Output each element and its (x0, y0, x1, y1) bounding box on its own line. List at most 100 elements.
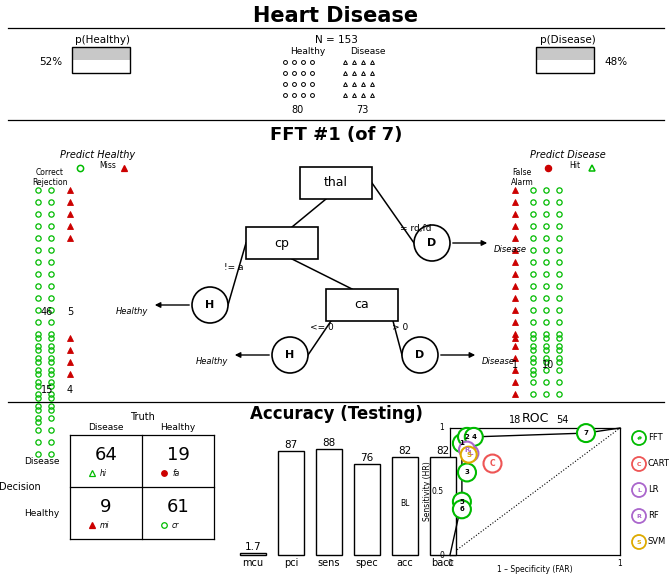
Circle shape (465, 428, 482, 446)
Text: LR: LR (648, 486, 659, 495)
Text: spec: spec (355, 558, 378, 568)
Circle shape (632, 457, 646, 471)
Text: 82: 82 (398, 446, 412, 456)
Text: 64: 64 (95, 446, 118, 464)
Text: 1: 1 (460, 440, 464, 446)
Text: #: # (636, 435, 642, 441)
Circle shape (632, 483, 646, 497)
Text: 0: 0 (448, 559, 452, 567)
Text: Truth: Truth (130, 412, 155, 422)
Text: mcu: mcu (243, 558, 263, 568)
Text: FFT: FFT (648, 434, 663, 442)
Bar (430, 457, 456, 555)
Text: Heart Disease: Heart Disease (253, 6, 419, 26)
Text: ca: ca (355, 298, 370, 312)
Text: Healthy: Healthy (116, 306, 148, 316)
Circle shape (458, 464, 476, 482)
Text: Predict Healthy: Predict Healthy (60, 150, 136, 160)
Bar (354, 464, 380, 555)
Text: 48%: 48% (604, 57, 627, 67)
Circle shape (453, 501, 471, 518)
Text: R: R (636, 513, 642, 518)
Text: fa: fa (172, 468, 179, 478)
Text: C: C (490, 459, 495, 468)
Text: FFT #1 (of 7): FFT #1 (of 7) (270, 126, 402, 144)
Text: 82: 82 (436, 446, 450, 456)
Text: 0.5: 0.5 (432, 487, 444, 496)
Text: 7: 7 (583, 430, 589, 436)
Text: Accuracy (Testing): Accuracy (Testing) (249, 405, 423, 423)
Text: <= 0: <= 0 (310, 324, 334, 332)
Circle shape (577, 424, 595, 442)
Text: 80: 80 (292, 105, 304, 115)
Text: 4: 4 (67, 385, 73, 395)
Text: 4: 4 (471, 434, 476, 440)
Circle shape (192, 287, 228, 323)
Text: 5: 5 (67, 307, 73, 317)
Text: C: C (637, 461, 641, 467)
Text: thal: thal (324, 176, 348, 190)
Bar (536, 60, 594, 73)
Text: 46: 46 (41, 307, 53, 317)
Text: L: L (468, 450, 472, 456)
Text: 1: 1 (439, 423, 444, 433)
Text: > 0: > 0 (392, 324, 408, 332)
Text: Healthy: Healthy (24, 509, 60, 517)
Text: S: S (636, 540, 641, 544)
Circle shape (414, 225, 450, 261)
Text: Healthy: Healthy (196, 357, 228, 366)
Text: 3: 3 (464, 469, 470, 475)
Text: != a: != a (224, 263, 243, 271)
Text: D: D (415, 350, 425, 360)
Text: 61: 61 (167, 498, 190, 516)
Text: 10: 10 (542, 360, 554, 370)
Text: False
Alarm: False Alarm (511, 168, 534, 187)
Text: 6: 6 (460, 506, 464, 512)
Text: 88: 88 (323, 438, 335, 448)
Text: p(Disease): p(Disease) (540, 35, 596, 45)
Text: bacc: bacc (431, 558, 454, 568)
Text: 2: 2 (464, 434, 469, 440)
Circle shape (461, 446, 476, 463)
Bar (536, 47, 594, 73)
Circle shape (632, 431, 646, 445)
Text: Hit: Hit (569, 161, 581, 169)
Text: Disease: Disease (88, 423, 124, 431)
Text: BL: BL (401, 498, 410, 507)
Text: 1.7: 1.7 (245, 541, 261, 552)
Text: 5: 5 (460, 499, 464, 505)
Text: Healthy: Healthy (161, 423, 196, 431)
Text: 18: 18 (509, 415, 521, 425)
Text: 1: 1 (512, 360, 518, 370)
Bar (246, 227, 318, 259)
Text: SVM: SVM (648, 537, 666, 547)
Bar (536, 47, 594, 73)
Text: 87: 87 (284, 439, 298, 450)
Text: cr: cr (172, 521, 179, 529)
Circle shape (458, 428, 476, 446)
Text: 15: 15 (41, 385, 53, 395)
Text: 52%: 52% (39, 57, 62, 67)
Text: H: H (206, 300, 214, 310)
Text: Miss: Miss (99, 161, 116, 169)
Text: RF: RF (648, 511, 659, 521)
Bar (240, 552, 266, 555)
Text: Decision: Decision (0, 482, 41, 492)
Text: Correct
Rejection: Correct Rejection (32, 168, 68, 187)
Text: mi: mi (100, 521, 110, 529)
Text: cp: cp (275, 237, 290, 249)
Text: sens: sens (318, 558, 340, 568)
Text: acc: acc (396, 558, 413, 568)
Bar (316, 449, 342, 555)
Text: Disease: Disease (350, 47, 386, 56)
Text: 54: 54 (556, 415, 569, 425)
Circle shape (459, 442, 475, 457)
Text: 76: 76 (360, 453, 374, 463)
Circle shape (632, 509, 646, 523)
Text: p(Healthy): p(Healthy) (75, 35, 130, 45)
Text: 19: 19 (167, 446, 190, 464)
Text: D: D (427, 238, 437, 248)
Text: 9: 9 (100, 498, 112, 516)
Circle shape (632, 535, 646, 549)
Text: Disease: Disease (494, 244, 527, 253)
